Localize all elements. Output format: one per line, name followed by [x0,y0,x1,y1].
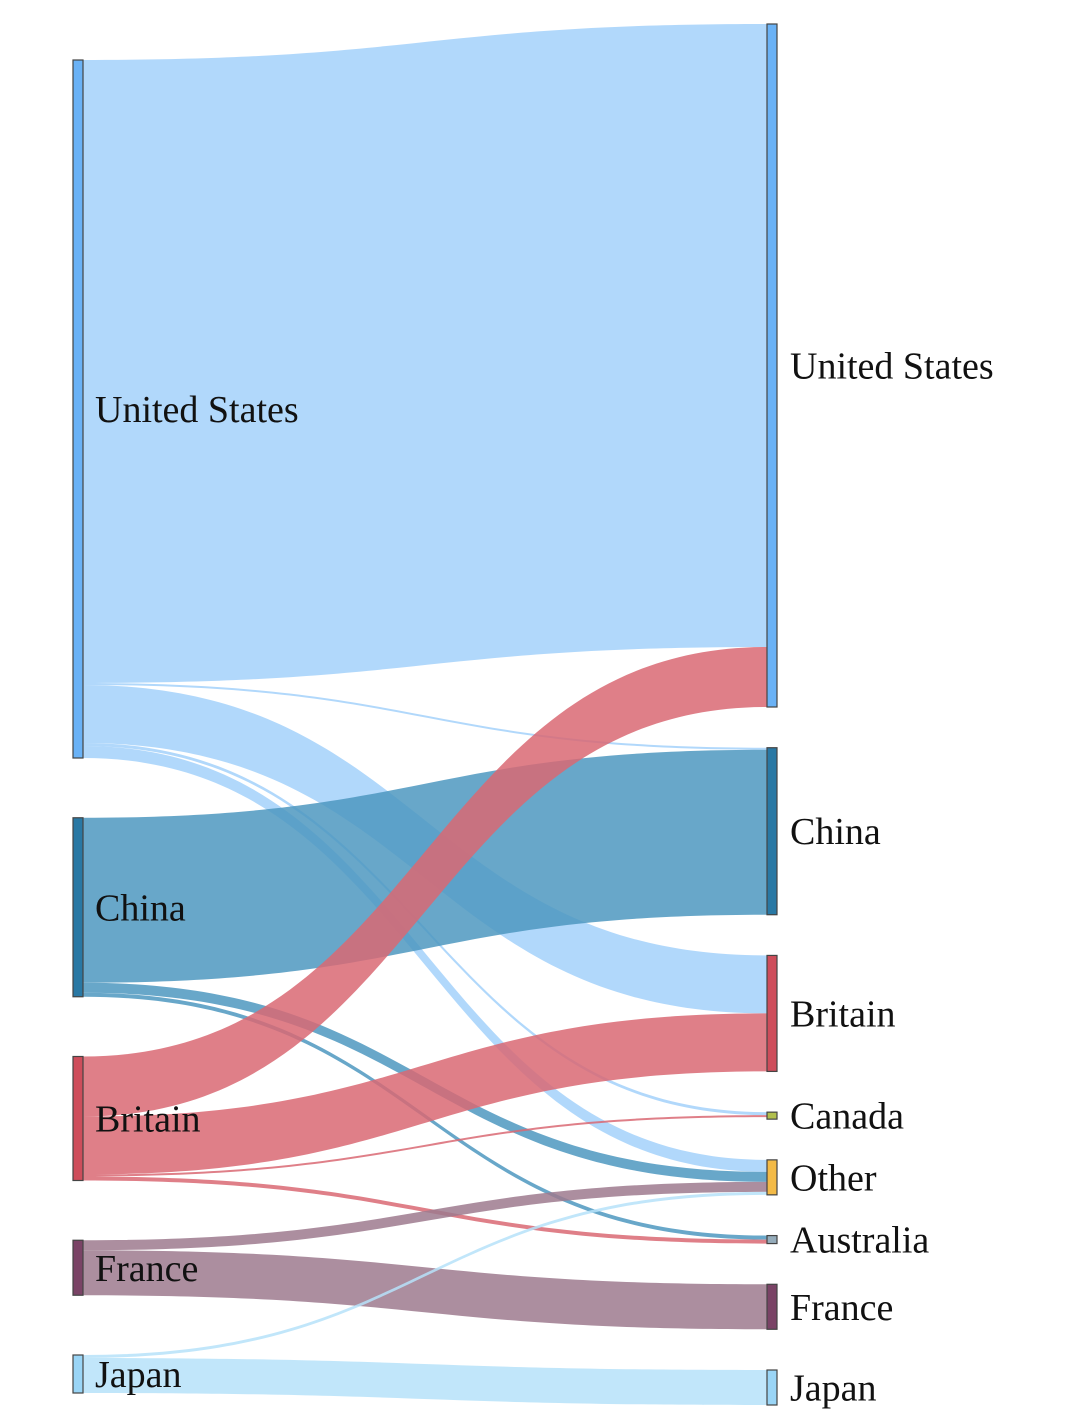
source-node-japan[interactable] [73,1355,83,1393]
source-label-united-states: United States [95,389,299,431]
target-node-other[interactable] [767,1160,777,1195]
source-label-britain: Britain [95,1099,201,1141]
target-label-france: France [790,1287,893,1329]
target-node-france[interactable] [767,1284,777,1329]
target-node-australia[interactable] [767,1236,777,1244]
target-label-japan: Japan [790,1368,877,1410]
source-node-united-states[interactable] [73,60,83,758]
source-label-china: China [95,887,186,929]
target-label-other: Other [790,1157,877,1199]
link-japan-to-japan[interactable] [83,1358,767,1405]
target-label-britain: Britain [790,993,896,1035]
source-node-france[interactable] [73,1240,83,1295]
target-node-canada[interactable] [767,1112,777,1119]
source-node-britain[interactable] [73,1057,83,1181]
source-node-china[interactable] [73,818,83,997]
target-node-china[interactable] [767,748,777,915]
target-label-china: China [790,811,881,853]
link-united-states-to-united-states[interactable] [83,24,767,683]
links-layer [83,24,767,1405]
target-label-canada: Canada [790,1096,904,1138]
target-label-united-states: United States [790,346,994,388]
source-label-japan: Japan [95,1354,182,1396]
source-label-france: France [95,1248,198,1290]
target-label-australia: Australia [790,1220,929,1262]
target-node-united-states[interactable] [767,24,777,707]
target-node-britain[interactable] [767,955,777,1071]
target-node-japan[interactable] [767,1370,777,1405]
